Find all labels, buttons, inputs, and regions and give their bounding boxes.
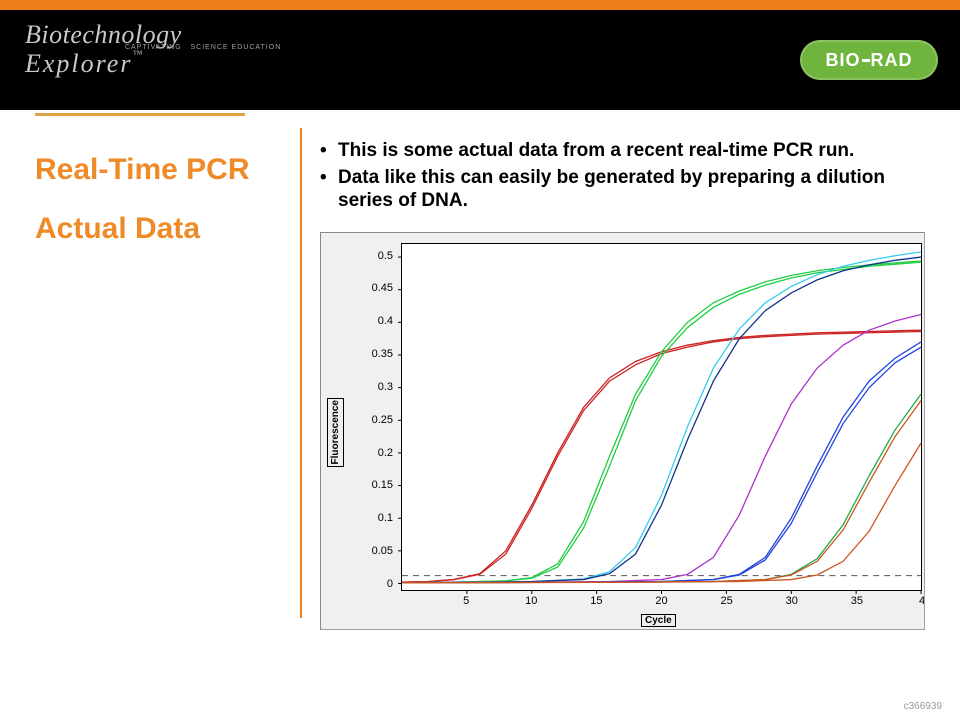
y-tick-label: 0.3: [353, 381, 393, 393]
bullet-dot-icon: •: [320, 140, 338, 163]
left-column: Real-Time PCR Actual Data: [0, 128, 300, 630]
title-secondary: Actual Data: [35, 212, 290, 246]
x-tick-label: 15: [586, 595, 606, 607]
x-tick-label: 35: [847, 595, 867, 607]
x-axis-label: Cycle: [645, 615, 672, 626]
bullet-dot-icon: •: [320, 167, 338, 213]
bullet-text: Data like this can easily be generated b…: [338, 167, 935, 213]
x-tick-label: 30: [782, 595, 802, 607]
y-axis-label-box: Fluorescence: [327, 398, 344, 466]
bullet-item: • This is some actual data from a recent…: [320, 140, 935, 163]
x-axis-label-box: Cycle: [641, 614, 676, 627]
x-tick-label: 4: [912, 595, 925, 607]
y-axis-label: Fluorescence: [330, 400, 341, 464]
brand-line2: Explorer™: [25, 49, 281, 79]
x-tick-label: 20: [652, 595, 672, 607]
y-tick-label: 0.4: [353, 315, 393, 327]
footer-id: c366939: [904, 701, 942, 712]
title-primary: Real-Time PCR: [35, 153, 290, 186]
biorad-logo: BIORAD: [800, 40, 938, 80]
accent-rule: [35, 113, 245, 116]
y-tick-label: 0.1: [353, 512, 393, 524]
pcr-chart: Fluorescence Cycle 0 0.05 0.1 0.15 0.2 0.25 0.…: [320, 232, 925, 630]
right-column: • This is some actual data from a recent…: [302, 128, 960, 630]
y-tick-label: 0.05: [353, 545, 393, 557]
x-tick-label: 10: [521, 595, 541, 607]
y-tick-label: 0.2: [353, 447, 393, 459]
y-tick-label: 0.45: [353, 282, 393, 294]
y-tick-label: 0.35: [353, 348, 393, 360]
y-tick-label: 0: [353, 578, 393, 590]
content-area: Real-Time PCR Actual Data • This is some…: [0, 128, 960, 630]
x-tick-label: 5: [456, 595, 476, 607]
header-bar: Biotechnology CAPTIVATING SCIENCE EDUCAT…: [0, 10, 960, 110]
x-tick-label: 25: [717, 595, 737, 607]
bullet-list: • This is some actual data from a recent…: [320, 140, 935, 212]
brand-logo: Biotechnology CAPTIVATING SCIENCE EDUCAT…: [25, 20, 281, 79]
bullet-item: • Data like this can easily be generated…: [320, 167, 935, 213]
y-tick-label: 0.25: [353, 414, 393, 426]
bullet-text: This is some actual data from a recent r…: [338, 140, 854, 163]
biorad-logo-text: BIORAD: [825, 50, 912, 71]
top-orange-bar: [0, 0, 960, 10]
y-tick-label: 0.15: [353, 479, 393, 491]
chart-plot-area: [401, 243, 922, 591]
chart-svg: [402, 244, 921, 590]
y-tick-label: 0.5: [353, 250, 393, 262]
